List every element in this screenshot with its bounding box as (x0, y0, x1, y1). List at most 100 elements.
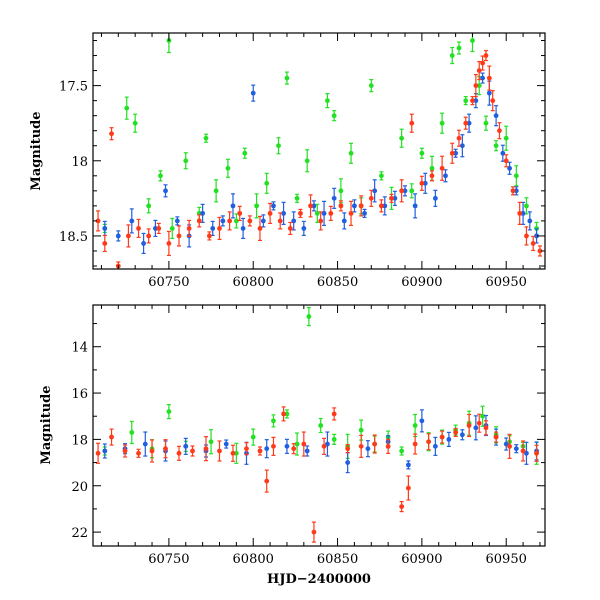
top-green-point (409, 183, 415, 199)
bottom-red-point (426, 433, 432, 451)
top-blue-point (443, 169, 448, 183)
y-tick-label: 16 (71, 387, 88, 402)
bottom-green-point (294, 432, 300, 456)
bottom-panel-ticks (93, 305, 545, 546)
bottom-red-point (203, 436, 209, 462)
top-blue-point (432, 189, 438, 207)
top-red-point (196, 214, 202, 228)
bottom-red-point (163, 439, 168, 459)
bottom-red-point (476, 413, 482, 433)
top-red-point (409, 113, 415, 133)
bottom-green-point (318, 417, 324, 434)
top-blue-point (129, 208, 135, 234)
bottom-red-point (176, 445, 182, 461)
top-green-point (284, 71, 290, 85)
bottom-red-point (217, 440, 222, 462)
top-green-point (158, 170, 163, 182)
top-red-point (156, 222, 162, 235)
top-red-point (126, 224, 131, 248)
top-red-point (95, 210, 101, 232)
top-red-point (146, 228, 152, 244)
bottom-blue-point (264, 439, 270, 459)
bottom-red-point (439, 430, 445, 444)
top-blue-point (372, 179, 378, 203)
top-green-point (203, 133, 209, 143)
bottom-blue-point (503, 437, 509, 451)
bottom-green-point (233, 442, 239, 464)
bottom-blue-point (345, 451, 351, 474)
top-red-point (287, 221, 293, 236)
top-red-point (257, 215, 263, 242)
x-tick-label: 60900 (401, 275, 442, 290)
top-blue-point (352, 199, 357, 213)
top-red-point (473, 74, 479, 98)
bottom-red-point (321, 437, 327, 455)
top-red-point (389, 193, 394, 203)
top-red-point (486, 65, 492, 91)
top-red-point (277, 212, 283, 230)
top-red-point (429, 170, 435, 182)
top-blue-point (311, 200, 317, 212)
top-red-point (463, 116, 469, 130)
bottom-red-point (412, 433, 418, 455)
top-green-point (331, 110, 337, 122)
top-green-point (183, 152, 189, 170)
bottom-blue-point (446, 431, 452, 448)
top-green-point (493, 140, 499, 152)
top-red-point (368, 189, 374, 207)
bottom-red-point (244, 442, 249, 456)
bottom-blue-point (473, 415, 479, 441)
top-red-point (517, 201, 523, 225)
x-tick-label: 60750 (148, 275, 189, 290)
top-panel-data-points (95, 33, 543, 269)
bottom-blue-point (524, 441, 529, 465)
top-green-point (146, 198, 152, 214)
top-blue-point (115, 230, 121, 242)
top-green-point (325, 93, 330, 109)
top-red-point (497, 122, 502, 140)
bottom-green-point (412, 413, 418, 438)
bottom-red-point (345, 444, 351, 454)
bottom-green-point (331, 433, 337, 446)
x-tick-label: 60750 (148, 552, 189, 567)
top-blue-point (527, 211, 533, 231)
bottom-blue-point (304, 445, 310, 457)
bottom-green-point (306, 306, 312, 327)
bottom-red-point (507, 433, 512, 459)
x-tick-label: 60800 (233, 552, 274, 567)
top-red-point (217, 216, 222, 241)
y-tick-label: 18 (71, 155, 88, 170)
top-blue-point (362, 208, 367, 218)
top-blue-point (341, 212, 347, 230)
top-red-point (227, 211, 233, 231)
top-red-point (480, 55, 485, 71)
top-panel-tick-labels: 60750 60800 60850 60900 60950 17.5 18 18.5 (59, 80, 527, 290)
top-red-point (186, 219, 192, 238)
y-tick-label: 20 (71, 480, 88, 495)
top-blue-point (402, 185, 408, 197)
top-green-point (513, 165, 519, 187)
x-tick-label: 60850 (317, 552, 358, 567)
top-green-point (379, 171, 384, 181)
top-blue-point (493, 105, 499, 127)
bottom-red-point (493, 431, 499, 443)
bottom-blue-point (183, 437, 189, 455)
top-green-point (124, 96, 130, 120)
top-red-point (328, 205, 334, 221)
bottom-panel: 60750 60800 60850 60900 60950 14 16 18 20 22 Magn… (39, 304, 546, 587)
bottom-red-point (311, 521, 317, 543)
top-blue-point (260, 214, 266, 228)
bottom-green-point (480, 405, 485, 427)
bottom-green-point (208, 429, 214, 455)
top-blue-point (466, 113, 472, 133)
bottom-red-point (466, 413, 472, 438)
top-red-point (483, 49, 489, 62)
top-green-point (483, 115, 489, 131)
bottom-panel-tick-labels: 60750 60800 60850 60900 60950 14 16 18 20 22 (71, 341, 526, 567)
top-red-point (379, 199, 384, 213)
bottom-red-point (453, 427, 459, 438)
top-blue-point (412, 193, 418, 219)
top-green-point (264, 172, 270, 194)
top-panel-frame (92, 32, 546, 270)
top-red-point (308, 194, 313, 218)
